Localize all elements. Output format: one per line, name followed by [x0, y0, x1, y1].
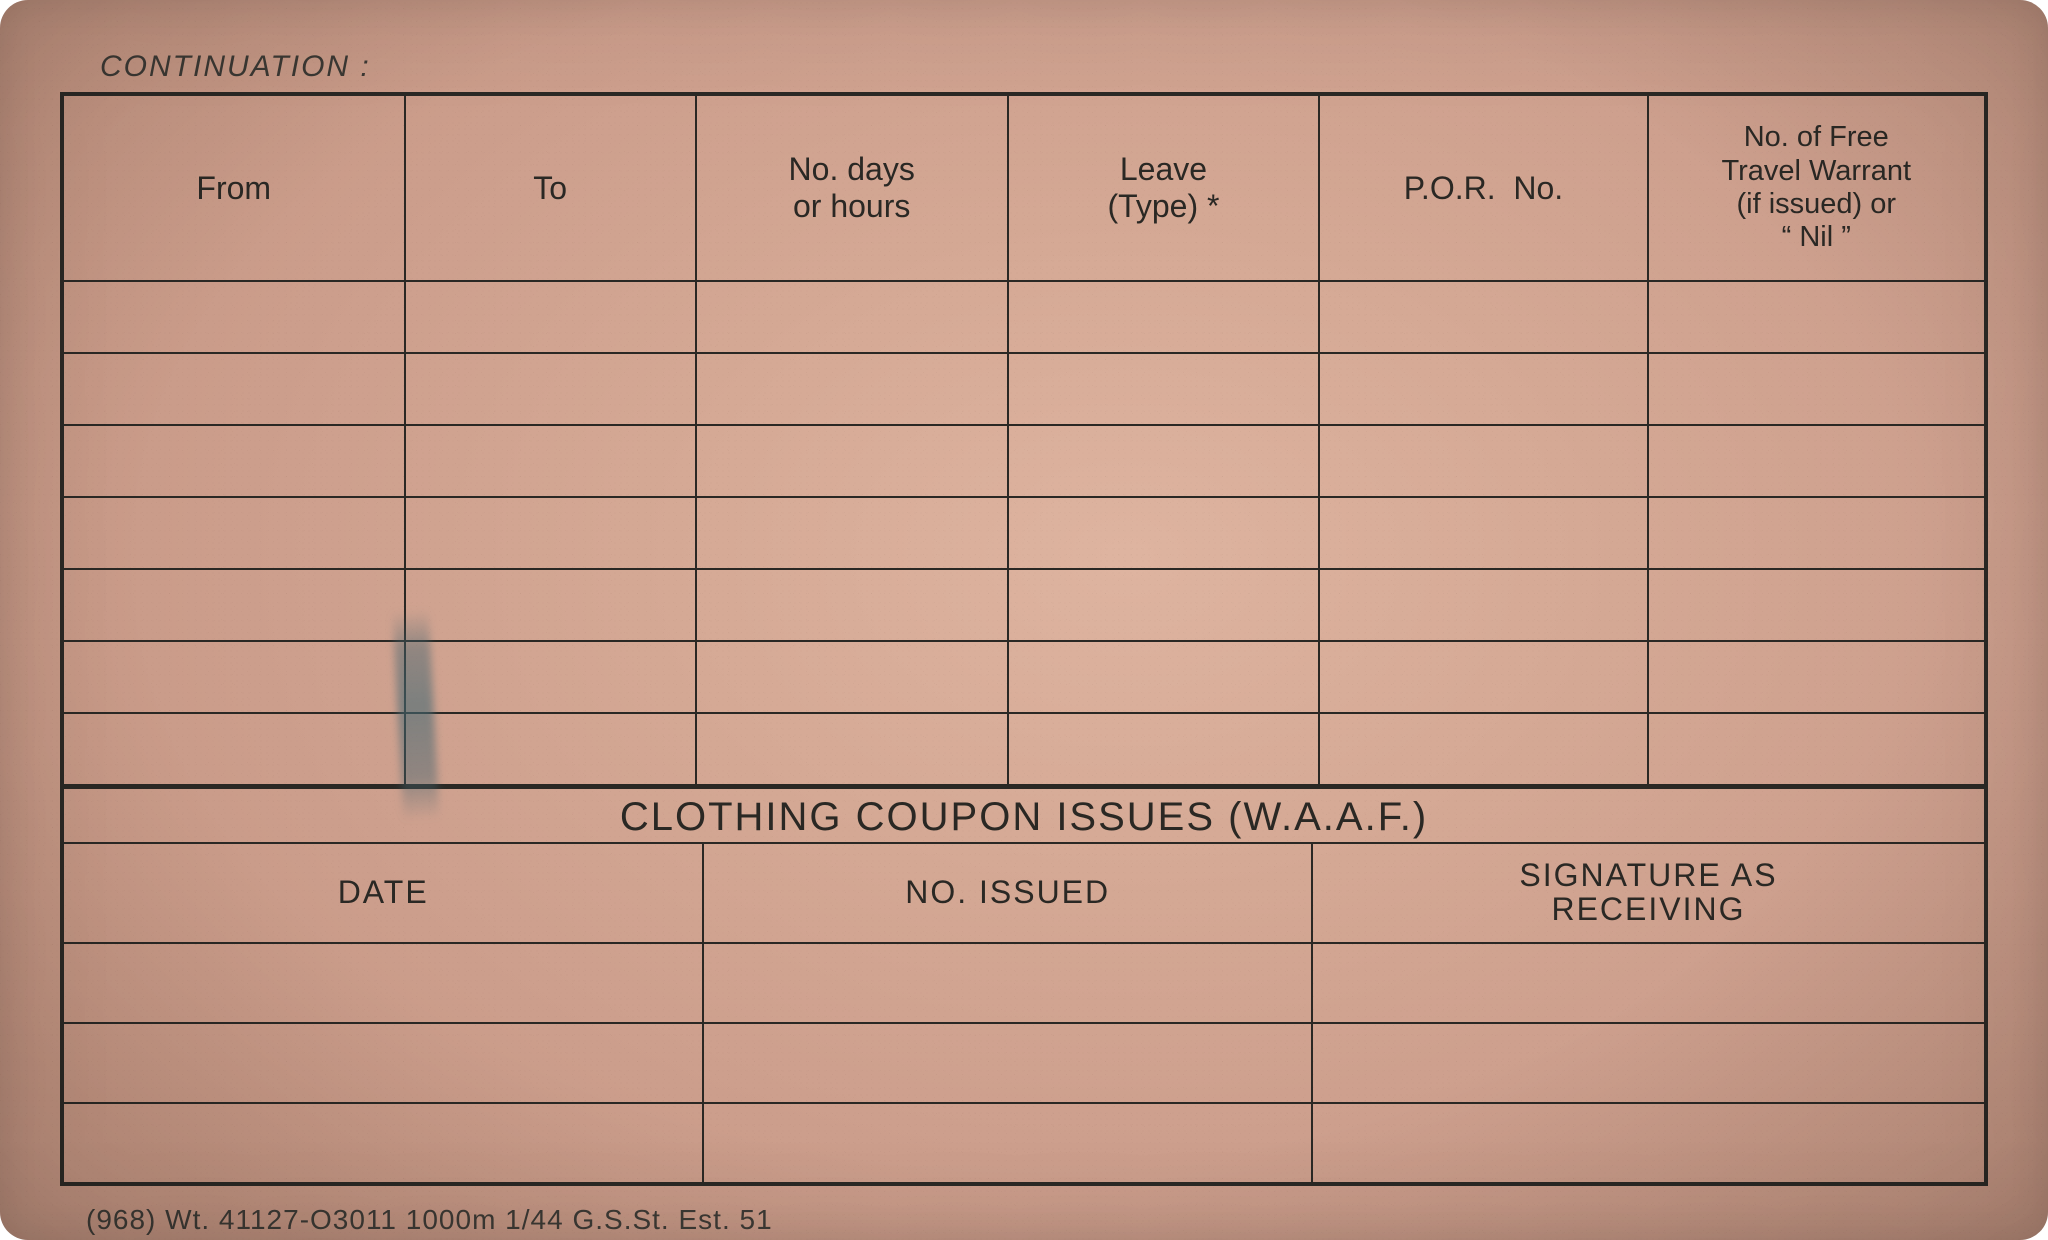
leave-table-cell — [64, 425, 405, 497]
leave-table-cell — [64, 641, 405, 713]
leave-table-cell — [1008, 281, 1320, 353]
leave-table-cell — [405, 569, 696, 641]
coupon-table-cell — [703, 1023, 1312, 1103]
coupon-table-header: SIGNATURE ASRECEIVING — [1312, 844, 1984, 943]
leave-table-cell — [1648, 641, 1984, 713]
coupon-table-cell — [1312, 1103, 1984, 1182]
leave-table-cell — [64, 713, 405, 784]
leave-table-cell — [1648, 713, 1984, 784]
coupon-table-cell — [703, 1103, 1312, 1182]
leave-table-cell — [1008, 425, 1320, 497]
leave-table-cell — [696, 569, 1008, 641]
leave-table-cell — [696, 353, 1008, 425]
leave-table-cell — [1319, 425, 1647, 497]
leave-table-cell — [1319, 497, 1647, 569]
leave-table-cell — [1648, 425, 1984, 497]
leave-table-cell — [1648, 497, 1984, 569]
leave-table-cell — [696, 425, 1008, 497]
leave-table-cell — [64, 569, 405, 641]
leave-table-header: P.O.R. No. — [1319, 96, 1647, 281]
coupon-table-header: DATE — [64, 844, 703, 943]
coupon-table-cell — [64, 1103, 703, 1182]
leave-table-cell — [405, 713, 696, 784]
leave-table-cell — [696, 641, 1008, 713]
leave-table-cell — [405, 281, 696, 353]
leave-table-cell — [696, 497, 1008, 569]
leave-table-header: No. of FreeTravel Warrant(if issued) or“… — [1648, 96, 1984, 281]
clothing-coupon-table: DATENO. ISSUEDSIGNATURE ASRECEIVING — [64, 844, 1984, 1182]
coupon-table-header: NO. ISSUED — [703, 844, 1312, 943]
leave-table-cell — [1008, 353, 1320, 425]
coupon-table-cell — [64, 943, 703, 1023]
coupon-table-cell — [64, 1023, 703, 1103]
form-frame: FromToNo. daysor hoursLeave(Type) *P.O.R… — [60, 92, 1988, 1186]
continuation-label: CONTINUATION : — [100, 50, 1988, 84]
leave-table-cell — [696, 713, 1008, 784]
leave-table-cell — [405, 497, 696, 569]
leave-table-cell — [1008, 569, 1320, 641]
record-card: CONTINUATION : FromToNo. daysor hoursLea… — [0, 0, 2048, 1240]
clothing-coupon-title: CLOTHING COUPON ISSUES (W.A.A.F.) — [64, 789, 1984, 844]
leave-table-header: Leave(Type) * — [1008, 96, 1320, 281]
coupon-table-cell — [1312, 1023, 1984, 1103]
leave-table-cell — [405, 641, 696, 713]
leave-table-cell — [1319, 713, 1647, 784]
leave-table-cell — [1319, 281, 1647, 353]
leave-table-header: No. daysor hours — [696, 96, 1008, 281]
leave-table-cell — [1319, 569, 1647, 641]
leave-table-cell — [1008, 497, 1320, 569]
leave-table-header: To — [405, 96, 696, 281]
leave-table-cell — [1648, 281, 1984, 353]
leave-table-cell — [696, 281, 1008, 353]
coupon-table-cell — [703, 943, 1312, 1023]
leave-table-cell — [64, 497, 405, 569]
leave-table-cell — [1319, 641, 1647, 713]
leave-table-cell — [1008, 713, 1320, 784]
leave-table-cell — [405, 353, 696, 425]
leave-table-cell — [1648, 353, 1984, 425]
leave-table-header: From — [64, 96, 405, 281]
leave-table-cell — [1319, 353, 1647, 425]
leave-record-table: FromToNo. daysor hoursLeave(Type) *P.O.R… — [64, 96, 1984, 784]
coupon-table-cell — [1312, 943, 1984, 1023]
leave-table-cell — [64, 281, 405, 353]
leave-table-cell — [405, 425, 696, 497]
leave-table-cell — [64, 353, 405, 425]
leave-table-cell — [1008, 641, 1320, 713]
printer-footer: (968) Wt. 41127-O3011 1000m 1/44 G.S.St.… — [86, 1204, 1988, 1236]
leave-table-cell — [1648, 569, 1984, 641]
